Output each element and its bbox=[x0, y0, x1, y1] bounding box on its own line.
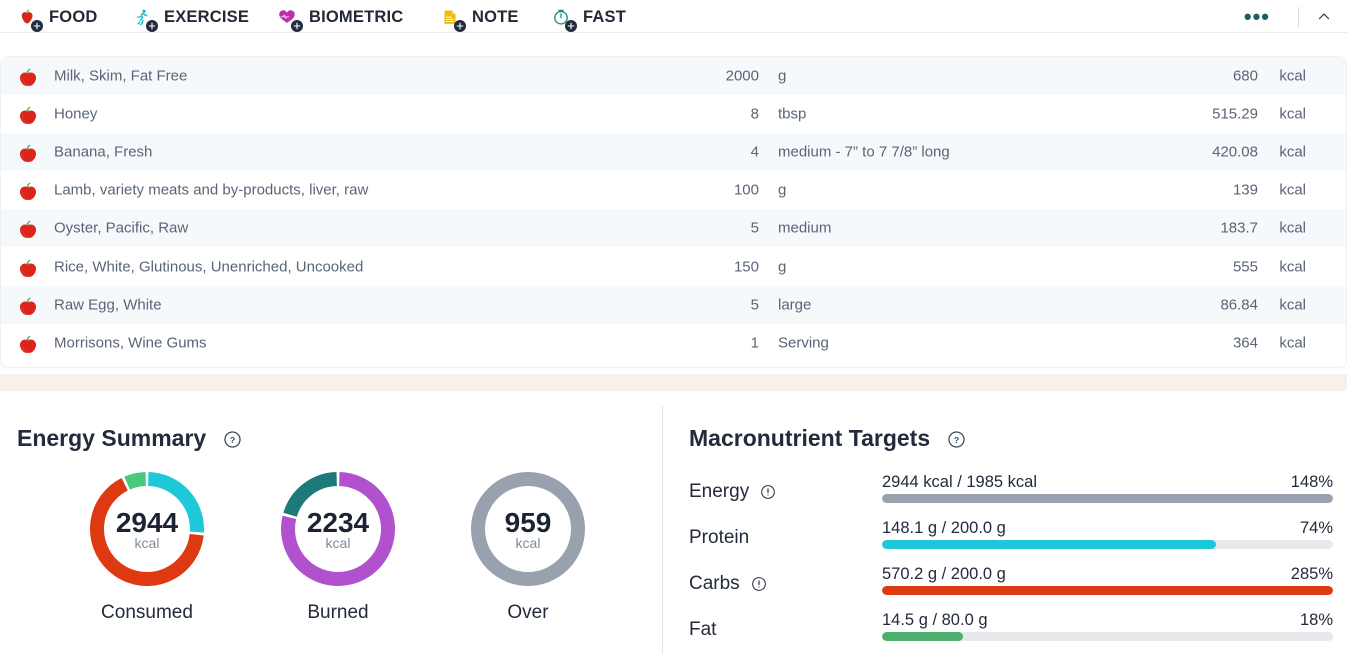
svg-text:?: ? bbox=[229, 435, 234, 445]
svg-text:?: ? bbox=[953, 435, 958, 445]
